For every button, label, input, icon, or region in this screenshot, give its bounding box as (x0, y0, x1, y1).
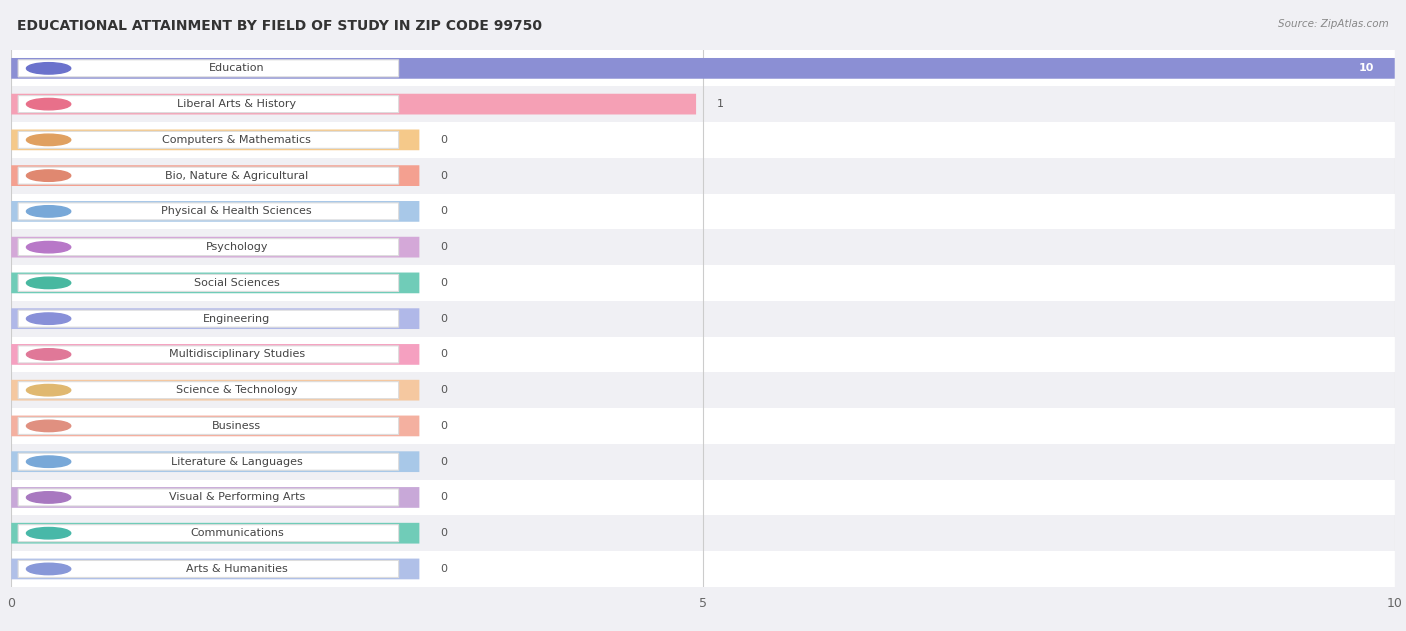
Bar (11, 122, 1395, 158)
Bar (11, 86, 1395, 122)
Circle shape (27, 349, 70, 360)
FancyBboxPatch shape (18, 346, 399, 363)
FancyBboxPatch shape (11, 344, 419, 365)
Bar (11, 372, 1395, 408)
Text: Liberal Arts & History: Liberal Arts & History (177, 99, 297, 109)
Text: 0: 0 (440, 278, 447, 288)
Circle shape (27, 242, 70, 253)
FancyBboxPatch shape (11, 558, 419, 579)
Text: 0: 0 (440, 170, 447, 180)
FancyBboxPatch shape (18, 167, 399, 184)
FancyBboxPatch shape (18, 525, 399, 541)
Text: 0: 0 (440, 421, 447, 431)
Text: 0: 0 (440, 528, 447, 538)
Text: 0: 0 (440, 314, 447, 324)
Bar (11, 551, 1395, 587)
Text: Psychology: Psychology (205, 242, 269, 252)
FancyBboxPatch shape (11, 380, 419, 401)
FancyBboxPatch shape (18, 560, 399, 577)
Text: Physical & Health Sciences: Physical & Health Sciences (162, 206, 312, 216)
Text: Communications: Communications (190, 528, 284, 538)
FancyBboxPatch shape (11, 237, 419, 257)
Bar (11, 444, 1395, 480)
FancyBboxPatch shape (11, 165, 419, 186)
FancyBboxPatch shape (11, 129, 419, 150)
FancyBboxPatch shape (18, 131, 399, 148)
Circle shape (27, 420, 70, 432)
FancyBboxPatch shape (18, 453, 399, 470)
Text: Social Sciences: Social Sciences (194, 278, 280, 288)
Circle shape (27, 98, 70, 110)
Text: Business: Business (212, 421, 262, 431)
Text: Arts & Humanities: Arts & Humanities (186, 564, 288, 574)
FancyBboxPatch shape (18, 239, 399, 256)
FancyBboxPatch shape (18, 96, 399, 112)
Text: 10: 10 (1358, 63, 1374, 73)
FancyBboxPatch shape (18, 489, 399, 506)
Text: EDUCATIONAL ATTAINMENT BY FIELD OF STUDY IN ZIP CODE 99750: EDUCATIONAL ATTAINMENT BY FIELD OF STUDY… (17, 19, 541, 33)
Text: Computers & Mathematics: Computers & Mathematics (162, 135, 311, 145)
FancyBboxPatch shape (11, 201, 419, 221)
FancyBboxPatch shape (11, 309, 419, 329)
FancyBboxPatch shape (18, 382, 399, 399)
Text: Engineering: Engineering (202, 314, 270, 324)
Text: Science & Technology: Science & Technology (176, 385, 298, 395)
FancyBboxPatch shape (11, 94, 696, 114)
FancyBboxPatch shape (18, 310, 399, 327)
Circle shape (27, 170, 70, 181)
Text: 0: 0 (440, 135, 447, 145)
FancyBboxPatch shape (11, 487, 419, 508)
Bar (11, 408, 1395, 444)
Bar (11, 158, 1395, 194)
FancyBboxPatch shape (18, 60, 399, 77)
Bar (11, 301, 1395, 336)
Circle shape (27, 206, 70, 217)
Text: 0: 0 (440, 457, 447, 467)
Circle shape (27, 384, 70, 396)
FancyBboxPatch shape (18, 203, 399, 220)
Text: Literature & Languages: Literature & Languages (172, 457, 302, 467)
Bar (11, 480, 1395, 516)
Circle shape (27, 313, 70, 324)
Circle shape (27, 134, 70, 146)
FancyBboxPatch shape (18, 274, 399, 292)
Bar (11, 336, 1395, 372)
FancyBboxPatch shape (11, 58, 1395, 79)
Circle shape (27, 528, 70, 539)
Circle shape (27, 456, 70, 468)
Bar (11, 194, 1395, 229)
FancyBboxPatch shape (18, 418, 399, 434)
Text: Multidisciplinary Studies: Multidisciplinary Studies (169, 350, 305, 360)
Text: Bio, Nature & Agricultural: Bio, Nature & Agricultural (165, 170, 308, 180)
FancyBboxPatch shape (11, 523, 419, 543)
FancyBboxPatch shape (11, 451, 419, 472)
FancyBboxPatch shape (11, 273, 419, 293)
Circle shape (27, 277, 70, 288)
Text: 0: 0 (440, 206, 447, 216)
Circle shape (27, 62, 70, 74)
Text: 0: 0 (440, 385, 447, 395)
Bar (11, 50, 1395, 86)
Text: 0: 0 (440, 492, 447, 502)
Bar (11, 265, 1395, 301)
Circle shape (27, 563, 70, 575)
Text: Source: ZipAtlas.com: Source: ZipAtlas.com (1278, 19, 1389, 29)
Text: 0: 0 (440, 564, 447, 574)
Text: Visual & Performing Arts: Visual & Performing Arts (169, 492, 305, 502)
Bar (11, 516, 1395, 551)
Text: 0: 0 (440, 242, 447, 252)
Text: Education: Education (209, 63, 264, 73)
Text: 0: 0 (440, 350, 447, 360)
FancyBboxPatch shape (11, 416, 419, 436)
Text: 1: 1 (717, 99, 724, 109)
Bar (11, 229, 1395, 265)
Circle shape (27, 492, 70, 503)
